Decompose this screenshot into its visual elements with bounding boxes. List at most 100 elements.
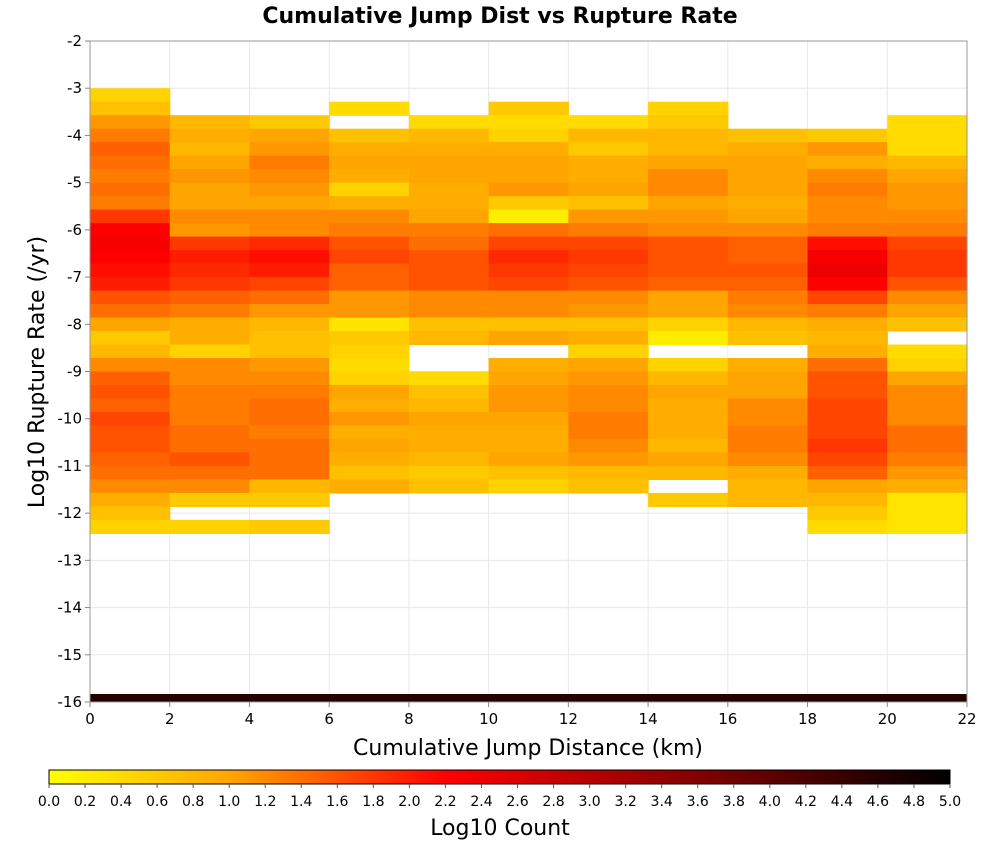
heatmap-cell: [408, 290, 490, 305]
x-tick-label: 20: [878, 710, 897, 728]
y-tick-label: -12: [58, 504, 83, 522]
heatmap-cell: [408, 169, 490, 184]
y-tick-label: -10: [58, 410, 83, 428]
heatmap-cell: [169, 425, 251, 440]
heatmap-cell: [329, 101, 410, 116]
heatmap-cell: [329, 263, 410, 278]
heatmap-cell: [408, 438, 490, 454]
heatmap-cell: [887, 142, 968, 157]
heatmap-cell: [727, 357, 809, 373]
heatmap-cell: [727, 479, 809, 494]
heatmap-cell: [90, 263, 171, 278]
heatmap-cell: [488, 263, 569, 278]
heatmap-cell: [807, 182, 888, 197]
heatmap-cell: [488, 317, 569, 332]
heatmap-cell: [90, 519, 171, 534]
heatmap-cell: [408, 277, 490, 292]
x-tick-label: 8: [404, 710, 414, 728]
heatmap-cell: [329, 479, 410, 494]
heatmap-cell: [807, 331, 888, 346]
heatmap-cell: [90, 142, 171, 157]
heatmap-cell: [329, 277, 410, 292]
colorbar-tick-label: 0.2: [74, 794, 96, 810]
heatmap-cell: [807, 371, 888, 386]
x-tick-label: 22: [957, 710, 976, 728]
y-axis-label: Log10 Rupture Rate (/yr): [25, 236, 50, 508]
y-tick-label: -2: [67, 32, 82, 50]
heatmap-cell: [807, 128, 888, 143]
heatmap-cell: [568, 317, 649, 332]
heatmap-cell: [807, 506, 888, 521]
heatmap-cell: [887, 425, 968, 440]
colorbar-tick-label: 2.4: [470, 794, 492, 810]
heatmap-cell: [249, 519, 330, 534]
colorbar-tick-label: 1.6: [326, 794, 348, 810]
heatmap-cell: [648, 263, 729, 278]
heatmap-cell: [887, 438, 968, 454]
heatmap-cell: [169, 263, 251, 278]
heatmap-cell: [887, 263, 968, 278]
x-tick-label: 16: [718, 710, 737, 728]
x-tick-label: 4: [245, 710, 255, 728]
heatmap-cell: [887, 290, 968, 305]
heatmap-cell: [329, 344, 410, 359]
colorbar-label: Log10 Count: [430, 816, 570, 841]
x-tick-label: 18: [798, 710, 817, 728]
heatmap-cell: [329, 142, 410, 157]
heatmap-cell: [488, 155, 569, 170]
heatmap-cell: [727, 331, 809, 346]
colorbar-tick-label: 3.4: [651, 794, 673, 810]
colorbar-tick-label: 4.2: [795, 794, 817, 810]
heatmap-cell: [408, 115, 490, 130]
heatmap-cell: [488, 398, 569, 413]
heatmap-cell: [408, 452, 490, 467]
heatmap-cell: [329, 452, 410, 467]
y-tick-label: -8: [67, 315, 82, 333]
heatmap-cell: [329, 155, 410, 170]
heatmap-cell: [249, 250, 330, 265]
heatmap-cell: [488, 101, 569, 116]
heatmap-cell: [90, 411, 171, 427]
heatmap-cell: [169, 479, 251, 494]
heatmap-cell: [727, 411, 809, 427]
heatmap-cell: [90, 479, 171, 494]
colorbar-tick-label: 1.8: [362, 794, 384, 810]
y-tick-label: -7: [67, 268, 82, 286]
heatmap-cell: [90, 115, 171, 130]
x-tick-label: 2: [165, 710, 175, 728]
heatmap-cell: [488, 331, 569, 346]
heatmap-cell: [648, 438, 729, 454]
heatmap-cell: [727, 438, 809, 454]
heatmap-cell: [727, 250, 809, 265]
heatmap-cell: [249, 344, 330, 359]
heatmap-cell: [169, 209, 251, 224]
heatmap-cell: [887, 196, 968, 211]
colorbar-tick-label: 4.0: [759, 794, 781, 810]
heatmap-cell: [807, 223, 888, 238]
heatmap-cell: [648, 492, 729, 507]
heatmap-cell: [568, 398, 649, 413]
heatmap-cell: [169, 371, 251, 386]
heatmap-cell: [727, 317, 809, 332]
heatmap-cell: [329, 223, 410, 238]
heatmap-cell: [90, 492, 171, 507]
colorbar-tick-label: 0.6: [146, 794, 168, 810]
heatmap-cell: [887, 317, 968, 332]
heatmap-cell: [249, 236, 330, 251]
heatmap-cell: [488, 277, 569, 292]
heatmap-cell: [249, 277, 330, 292]
heatmap-cell: [488, 438, 569, 454]
heatmap-cell: [329, 250, 410, 265]
colorbar-tick-label: 3.8: [723, 794, 745, 810]
heatmap-cell: [568, 250, 649, 265]
heatmap-cell: [90, 155, 171, 170]
heatmap-cell: [169, 331, 251, 346]
heatmap-cell: [90, 128, 171, 143]
x-tick-label: 14: [639, 710, 658, 728]
heatmap-cell: [488, 169, 569, 184]
heatmap-cell: [568, 142, 649, 157]
x-axis-ticks: 0 2 4 6 8 10 12 14 16 18 20 22: [85, 702, 977, 728]
heatmap-cell: [568, 263, 649, 278]
heatmap-cell: [887, 357, 968, 373]
